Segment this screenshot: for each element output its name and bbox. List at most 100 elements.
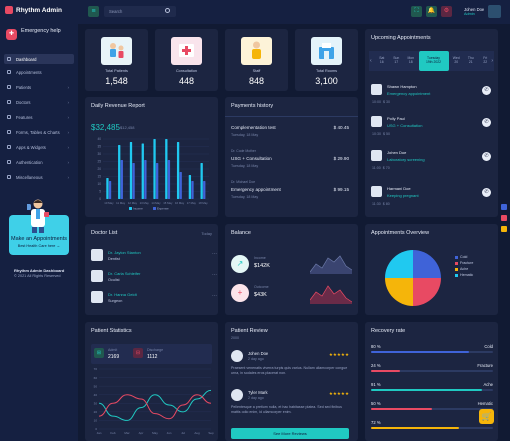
y-tick-label: 30 [94,401,98,405]
date-cell[interactable]: Thu 21 [464,54,478,68]
sidebar-item-authentication[interactable]: Authentication › [4,157,74,167]
y-tick-label: 30 [97,152,101,156]
bar-income [129,142,133,199]
day-number: 22 [483,60,488,64]
appointment-row[interactable]: Harmani Doe Keeping pregnant ✆ 11:30 $ 8… [371,185,493,209]
emergency-help-label: Emergency help [21,28,61,34]
chevron-right-icon[interactable]: › [491,58,493,64]
stat-card-staff: Staff 848 [225,29,288,91]
emergency-help[interactable]: ✚ Emergency help [6,28,74,44]
date-cell[interactable]: Mon 18 [404,54,418,68]
stat-label: Consultation [175,69,198,73]
pie-slice-ache [385,278,413,306]
doctor-filter[interactable]: Today [201,231,212,236]
topbar: ≡ ⛶ 🔔 ⚙ Johen Doe Admin [78,0,510,24]
appointment-row[interactable]: Polly Paul USG + Consultation ✆ 10:30 $ … [371,115,493,139]
chevron-right-icon: › [67,129,70,135]
sidebar-item-appointments[interactable]: Appointments [4,67,74,77]
theme-swatch-icon[interactable] [501,215,507,221]
review-text: Praesent venenatis viverra turpis quis v… [231,366,348,375]
y-tick-label: 40 [94,393,98,397]
x-tick-label: 12 May [128,201,138,205]
brand[interactable]: Rhythm Admin [5,4,75,18]
stats-summary [91,344,212,364]
date-cell[interactable]: Wed 20 [450,54,464,68]
recovery-percent: 91 % [371,382,381,387]
payment-name: USG + Consultation [231,156,272,161]
date-cell[interactable]: Fri 22 [479,54,493,68]
date-cell[interactable]: Tuesday 19th 2022 [418,51,449,71]
theme-swatch-icon[interactable] [501,204,507,210]
y-tick-label: 40 [97,137,101,141]
chevron-left-icon[interactable]: ‹ [370,58,372,64]
stat-label: Total Patients [105,69,128,73]
phone-icon[interactable]: ✆ [482,188,491,197]
card-title: Appointments Overview [371,230,430,236]
cart-icon[interactable]: 🛒 [479,409,494,424]
search-input[interactable] [104,6,176,17]
sidebar-item-misc[interactable]: Miscellaneous › [4,172,74,182]
avatar[interactable] [488,5,501,18]
doctor-row[interactable]: Dr. Hanna Geidt Surgeon ⋯ [91,290,221,308]
progress-fill [371,370,401,372]
see-more-reviews-button[interactable]: See More Reviews [231,428,349,439]
x-tick-label: 11 May [116,201,126,205]
date-cell[interactable]: Sat 16 [375,54,389,68]
recovery-label: Hematic [477,401,493,406]
more-icon[interactable]: ⋯ [212,251,217,257]
sidebar-item-patients[interactable]: Patients › [4,82,74,92]
sidebar-item-doctors[interactable]: Doctors › [4,97,74,107]
x-tick-label: Apr [139,431,144,435]
recovery-row: 50 % Hematic [371,401,493,419]
sidebar-item-forms[interactable]: Forms, Tables & Charts › [4,127,74,137]
more-icon[interactable]: ⋯ [212,293,217,299]
phone-icon[interactable]: ✆ [482,118,491,127]
appointment-row[interactable]: Shawn Hampton Emergency appointment ✆ 10… [371,83,493,107]
chevron-right-icon: › [67,159,70,165]
appointment-time: 10:30 [372,132,381,136]
bar-income [200,163,203,199]
more-icon[interactable]: ⋯ [212,272,217,278]
phone-icon[interactable]: ✆ [482,86,491,95]
notification-bell-icon[interactable]: 🔔 [426,6,437,17]
doctor-row[interactable]: Dr. Jaylon Stanton Dentist ⋯ [91,248,221,266]
recovery-percent: 50 % [371,401,381,406]
bar-expense [179,172,182,199]
menu-toggle-icon[interactable]: ≡ [88,6,99,17]
chevron-right-icon: › [67,114,70,120]
sidebar-item-apps[interactable]: Apps & Widgets › [4,142,74,152]
search-icon[interactable] [165,8,170,13]
recovery-percent: 80 % [371,344,381,349]
recovery-label: Fracture [477,363,493,368]
logo-icon [5,6,13,14]
phone-icon[interactable]: ✆ [482,152,491,161]
chevron-right-icon: › [67,99,70,105]
fullscreen-icon[interactable]: ⛶ [411,6,422,17]
revenue-secondary: $12,458 [120,125,135,130]
best-care-link[interactable]: Best Health Care here → [17,244,61,248]
appointment-type: Emergency appointment [387,91,431,96]
sidebar-item-features[interactable]: Features › [4,112,74,122]
stat-value: 448 [178,76,195,86]
stat-card-consultation: Consultation 448 [155,29,218,91]
revenue-bar-chart: 0 5 10 15 20 25 30 35 40 10 May 11 May 12 May 13 May… [97,137,209,211]
date-cell[interactable]: Sun 17 [390,54,404,68]
legend-label: Income [133,207,143,211]
appointment-row[interactable]: Johen Doe Laboratory screening ✆ 11:00 $… [371,149,493,173]
appointment-time: 10:00 [372,100,381,104]
doctor-row[interactable]: Dr. Carla Schleifer Oculist ⋯ [91,269,221,287]
payment-doctor: Dr. Michael Doe [231,180,256,184]
day-name: Thu [467,56,474,60]
recovery-percent: 24 % [371,363,381,368]
theme-swatch-icon[interactable] [501,226,507,232]
y-tick-label: 25 [97,160,101,164]
sidebar-item-dashboard[interactable]: Dashboard [4,54,74,64]
make-appointment-promo[interactable]: Make an Appointments Best Health Care he… [6,198,72,258]
doctor-specialty: Surgeon [108,299,123,303]
user-name[interactable]: Johen Doe [464,7,485,12]
legend-swatch [129,207,132,210]
bar-income [141,143,144,199]
settings-icon[interactable]: ⚙ [441,6,452,17]
y-tick-label: 15 [97,175,101,179]
legend-item: Fracture [455,261,495,267]
